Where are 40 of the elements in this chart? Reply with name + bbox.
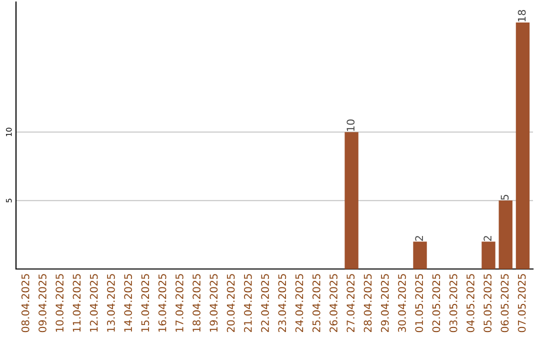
bar: [344, 132, 358, 269]
data-label: 10: [346, 120, 355, 131]
bar: [516, 22, 530, 269]
x-tick-label: 01.05.2025: [415, 274, 424, 332]
x-tick-label: 12.04.2025: [90, 274, 98, 332]
x-tick-label: 08.04.2025: [21, 274, 30, 332]
x-tick-label: 14.04.2025: [124, 274, 132, 332]
x-tick-label: 06.05.2025: [500, 274, 509, 332]
x-tick-label: 09.04.2025: [38, 274, 46, 332]
x-tick-label: 03.05.2025: [449, 274, 458, 332]
x-tick-label: 28.04.2025: [364, 274, 372, 332]
x-tick-label: 02.05.2025: [432, 274, 440, 332]
bar: [482, 242, 496, 269]
x-tick-label: 27.04.2025: [346, 274, 355, 332]
data-label: 2: [415, 236, 423, 241]
x-tick-label: 22.04.2025: [261, 274, 269, 332]
x-tick-label: 30.04.2025: [398, 274, 406, 332]
data-label: 2: [484, 236, 492, 241]
x-tick-label: 16.04.2025: [158, 274, 166, 332]
x-tick-label: 11.04.2025: [72, 274, 81, 332]
bar: [498, 200, 512, 269]
x-tick-label: 15.04.2025: [141, 274, 150, 332]
data-label: 5: [500, 194, 509, 200]
x-tick-label: 20.04.2025: [226, 274, 235, 332]
x-tick-label: 26.04.2025: [330, 274, 338, 332]
x-tick-label: 10.04.2025: [56, 274, 64, 332]
x-tick-label: 21.04.2025: [244, 274, 252, 332]
x-tick-label: 04.05.2025: [466, 274, 474, 332]
x-tick-label: 17.04.2025: [175, 274, 184, 332]
x-tick-label: 05.05.2025: [484, 274, 492, 332]
x-tick-label: 18.04.2025: [192, 274, 200, 332]
bar: [413, 242, 427, 269]
x-tick-label: 23.04.2025: [278, 274, 286, 332]
x-tick-label: 25.04.2025: [312, 274, 320, 332]
data-label: 18: [518, 10, 526, 22]
x-tick-label: 24.04.2025: [295, 274, 304, 332]
x-tick-label: 19.04.2025: [210, 274, 218, 332]
x-tick-label: 29.04.2025: [380, 274, 389, 332]
x-tick-label: 07.05.2025: [518, 274, 526, 332]
x-tick-label: 13.04.2025: [107, 274, 115, 332]
